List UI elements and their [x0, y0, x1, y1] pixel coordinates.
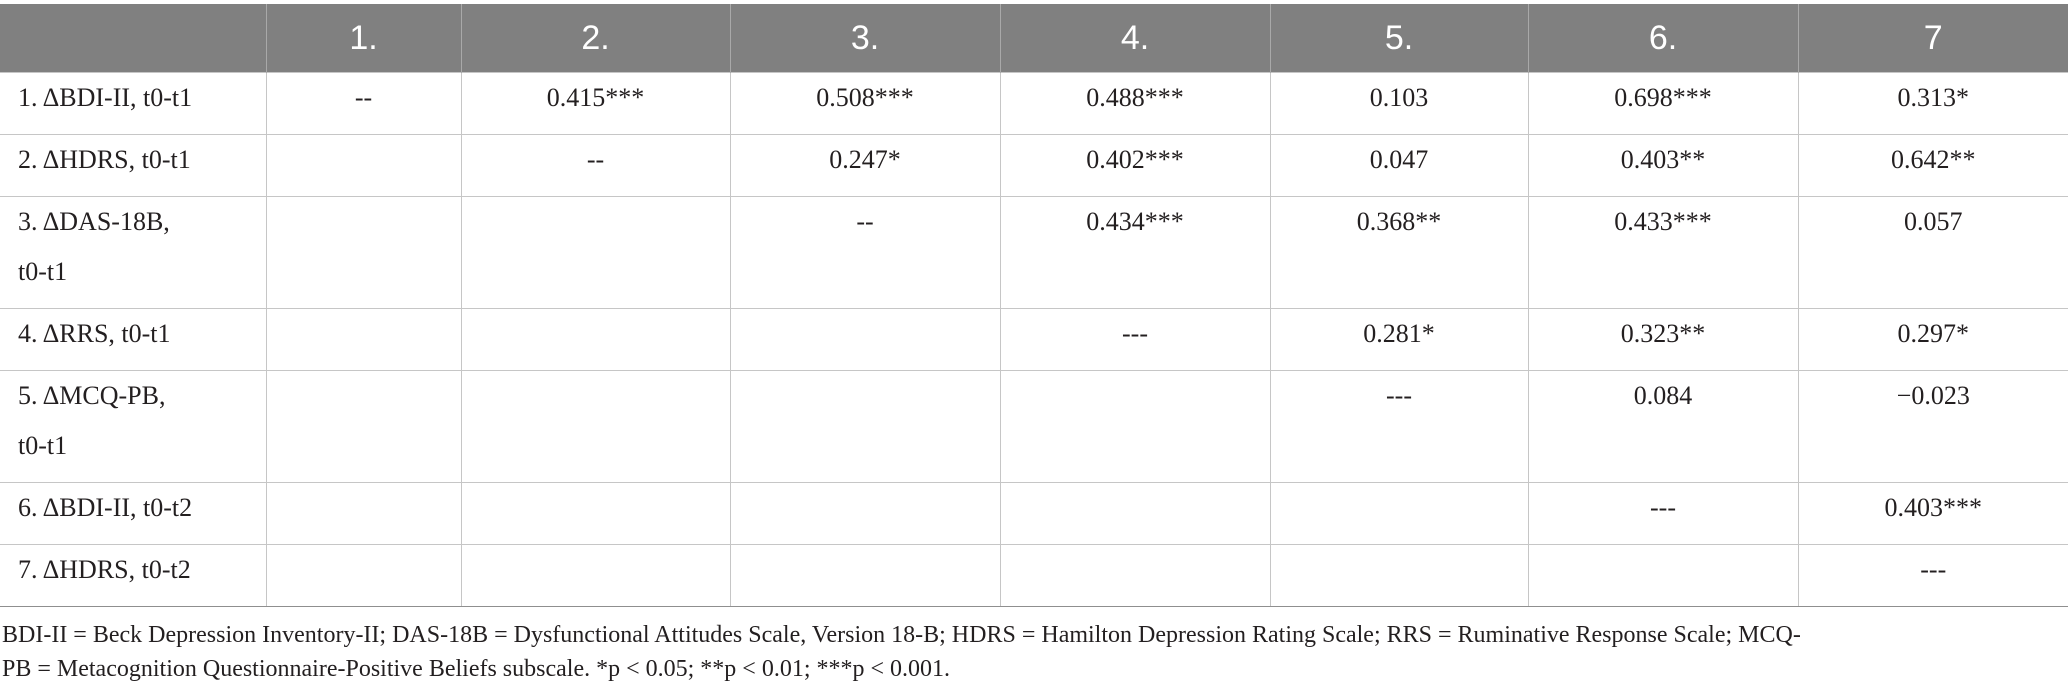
table-cell: --- [1269, 370, 1529, 483]
table-row: 1. ΔBDI-II, t0-t1 -- 0.415*** 0.508*** 0… [0, 72, 2068, 135]
table-cell: 0.281* [1269, 308, 1529, 371]
row-label: 3. ΔDAS-18B, t0-t1 [0, 196, 267, 309]
table-cell: 0.297* [1797, 308, 2068, 371]
table-cell: 0.323** [1527, 308, 1799, 371]
table-cell [1527, 544, 1799, 607]
table-cell [1269, 482, 1529, 545]
footnote-line-2: PB = Metacognition Questionnaire-Positiv… [2, 656, 951, 682]
header-cell-corner [0, 4, 266, 73]
row-label-text: 6. ΔBDI-II, t0-t2 [18, 493, 193, 522]
row-label: 2. ΔHDRS, t0-t1 [0, 134, 267, 197]
table-cell: 0.368** [1269, 196, 1529, 309]
table-cell: 0.057 [1797, 196, 2068, 309]
table-cell [729, 370, 1001, 483]
table-cell [1269, 544, 1529, 607]
table-cell [265, 308, 462, 371]
table-cell: 0.402*** [999, 134, 1271, 197]
table-cell: -- [729, 196, 1001, 309]
table-cell: 0.313* [1797, 72, 2068, 135]
table-cell: 0.084 [1527, 370, 1799, 483]
row-label: 1. ΔBDI-II, t0-t1 [0, 72, 267, 135]
footnote-line-1: BDI-II = Beck Depression Inventory-II; D… [2, 622, 1801, 648]
header-cell-3: 3. [729, 4, 1000, 73]
header-cell-4: 4. [999, 4, 1270, 73]
row-label-text: 7. ΔHDRS, t0-t2 [18, 555, 191, 584]
correlation-table: 1. 2. 3. 4. 5. 6. 7 1. ΔBDI-II, t0-t1 --… [0, 4, 2068, 607]
row-label: 7. ΔHDRS, t0-t2 [0, 544, 267, 607]
table-cell [265, 370, 462, 483]
table-row: 4. ΔRRS, t0-t1 --- 0.281* 0.323** 0.297* [0, 308, 2068, 371]
table-cell: --- [999, 308, 1271, 371]
table-cell: 0.488*** [999, 72, 1271, 135]
table-cell: 0.247* [729, 134, 1001, 197]
table-cell [999, 370, 1271, 483]
table-cell [265, 482, 462, 545]
table-cell [460, 482, 731, 545]
table-cell: 0.434*** [999, 196, 1271, 309]
table-cell: 0.415*** [460, 72, 731, 135]
table-cell [999, 544, 1271, 607]
table-cell: 0.698*** [1527, 72, 1799, 135]
header-cell-6: 6. [1527, 4, 1798, 73]
row-label: 5. ΔMCQ-PB, t0-t1 [0, 370, 267, 483]
table-cell: -- [460, 134, 731, 197]
table-cell [265, 544, 462, 607]
table-cell: --- [1527, 482, 1799, 545]
header-cell-2: 2. [460, 4, 730, 73]
table-footnote: BDI-II = Beck Depression Inventory-II; D… [2, 618, 2042, 686]
table-cell [460, 370, 731, 483]
header-row: 1. 2. 3. 4. 5. 6. 7 [0, 4, 2068, 73]
table-cell: 0.103 [1269, 72, 1529, 135]
table-row: 6. ΔBDI-II, t0-t2 --- 0.403*** [0, 482, 2068, 545]
table-cell [999, 482, 1271, 545]
table-cell [460, 544, 731, 607]
table-cell: −0.023 [1797, 370, 2068, 483]
table-cell: 0.508*** [729, 72, 1001, 135]
table-cell: -- [265, 72, 462, 135]
row-label-text: 2. ΔHDRS, t0-t1 [18, 145, 191, 174]
table-cell [265, 196, 462, 309]
row-label-text: 5. ΔMCQ-PB, t0-t1 [18, 381, 166, 460]
table-row: 2. ΔHDRS, t0-t1 -- 0.247* 0.402*** 0.047… [0, 134, 2068, 197]
table-cell: 0.433*** [1527, 196, 1799, 309]
table-cell [729, 308, 1001, 371]
row-label-text: 4. ΔRRS, t0-t1 [18, 319, 171, 348]
header-cell-1: 1. [265, 4, 461, 73]
table-cell: 0.403*** [1797, 482, 2068, 545]
table-cell [729, 482, 1001, 545]
table-cell [460, 196, 731, 309]
table-cell [265, 134, 462, 197]
table-row: 7. ΔHDRS, t0-t2 --- [0, 544, 2068, 607]
header-cell-5: 5. [1269, 4, 1528, 73]
table-cell: 0.047 [1269, 134, 1529, 197]
table-cell: --- [1797, 544, 2068, 607]
table-row: 3. ΔDAS-18B, t0-t1 -- 0.434*** 0.368** 0… [0, 196, 2068, 309]
table-cell: 0.642** [1797, 134, 2068, 197]
row-label: 6. ΔBDI-II, t0-t2 [0, 482, 267, 545]
header-cell-7: 7 [1797, 4, 2068, 73]
table-cell [729, 544, 1001, 607]
row-label-text: 3. ΔDAS-18B, t0-t1 [18, 207, 170, 286]
table-cell [460, 308, 731, 371]
table-row: 5. ΔMCQ-PB, t0-t1 --- 0.084 −0.023 [0, 370, 2068, 483]
row-label: 4. ΔRRS, t0-t1 [0, 308, 267, 371]
table-cell: 0.403** [1527, 134, 1799, 197]
row-label-text: 1. ΔBDI-II, t0-t1 [18, 83, 193, 112]
